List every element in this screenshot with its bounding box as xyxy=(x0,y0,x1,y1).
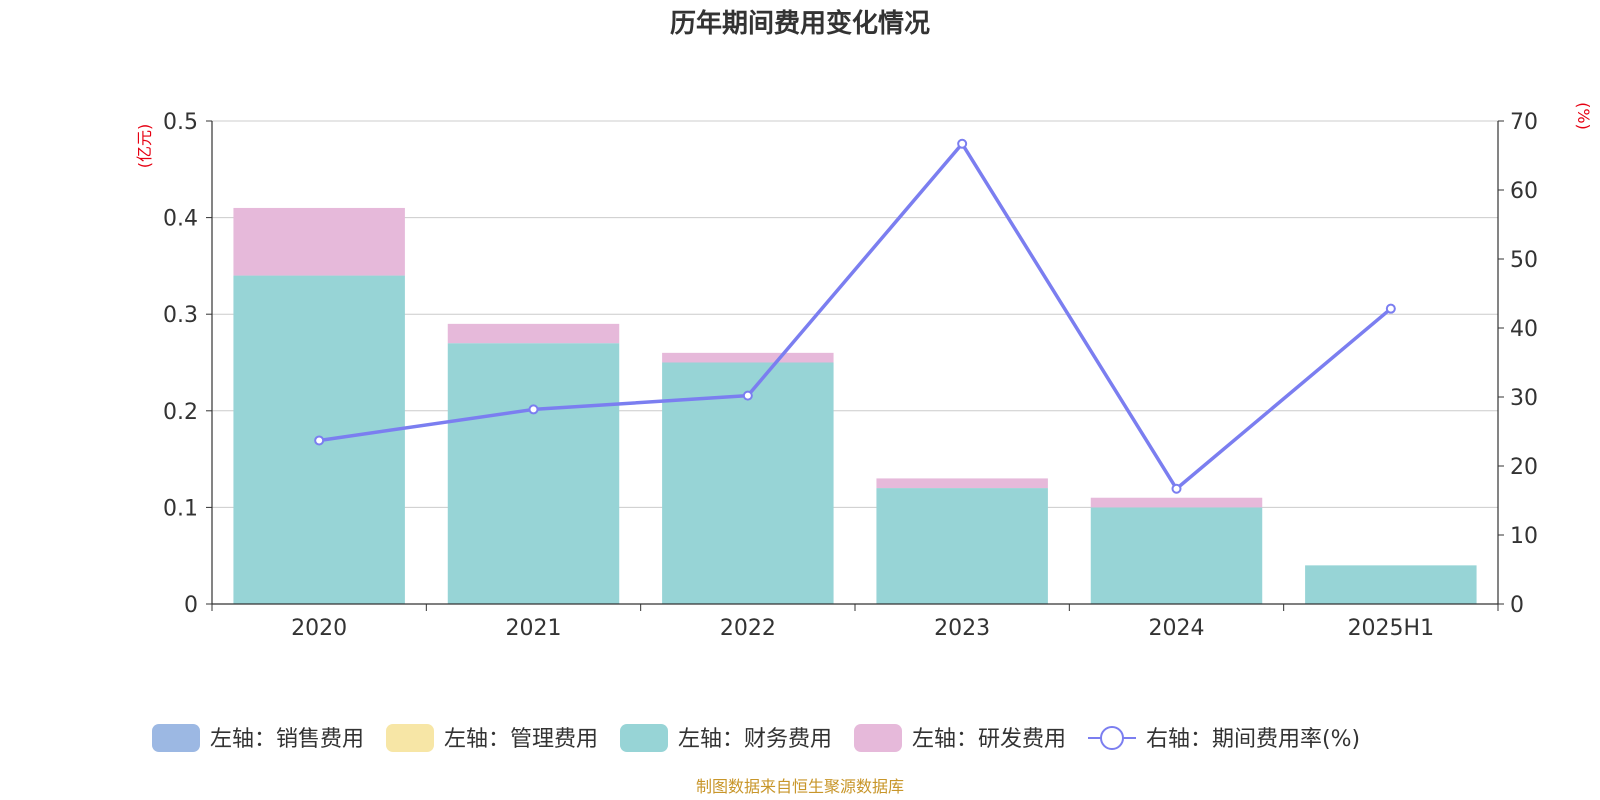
bar-左轴：财务费用 xyxy=(1090,507,1263,604)
legend-label: 左轴：销售费用 xyxy=(210,727,364,752)
legend-label: 左轴：财务费用 xyxy=(678,727,832,752)
bar-左轴：研发费用 xyxy=(1090,497,1263,508)
left-tick-label: 0.5 xyxy=(163,110,198,135)
legend-label: 左轴：管理费用 xyxy=(444,727,598,752)
left-tick-label: 0 xyxy=(184,593,198,618)
source-note: 制图数据来自恒生聚源数据库 xyxy=(696,777,904,796)
right-tick-label: 60 xyxy=(1510,179,1538,204)
legend-swatch xyxy=(386,724,434,752)
bar-左轴：研发费用 xyxy=(447,323,620,344)
left-tick-label: 0.1 xyxy=(163,496,198,521)
rate-point xyxy=(314,435,325,446)
legend-item: 左轴：管理费用 xyxy=(386,724,598,752)
x-tick-label: 2020 xyxy=(291,616,347,641)
right-tick-label: 40 xyxy=(1510,317,1538,342)
legend-item: 左轴：财务费用 xyxy=(620,724,832,752)
right-tick-label: 50 xyxy=(1510,248,1538,273)
axes: 0 0.1 0.2 0.3 0.4 0.5 0 10 20 30 40 50 60 70 2020 2021 2… xyxy=(163,110,1538,641)
right-tick-label: 70 xyxy=(1510,110,1538,135)
right-tick-label: 0 xyxy=(1510,593,1524,618)
rate-point xyxy=(957,138,968,149)
legend-item: 左轴：研发费用 xyxy=(854,724,1066,752)
rate-point xyxy=(1385,303,1396,314)
rate-point xyxy=(528,404,539,415)
legend-label: 左轴：研发费用 xyxy=(912,727,1066,752)
x-tick-label: 2023 xyxy=(934,616,990,641)
bar-左轴：研发费用 xyxy=(233,207,405,276)
x-tick-label: 2025H1 xyxy=(1348,616,1435,641)
legend-swatch-marker xyxy=(1100,726,1124,750)
rate-line-path xyxy=(318,142,1392,491)
legend-item: 右轴：期间费用率(%) xyxy=(1088,726,1360,752)
right-tick-label: 10 xyxy=(1510,524,1538,549)
bar-左轴：财务费用 xyxy=(662,362,834,604)
left-axis-unit: (亿元) xyxy=(135,124,154,169)
bar-左轴：财务费用 xyxy=(1305,565,1477,604)
bar-左轴：研发费用 xyxy=(662,352,834,363)
legend-swatch xyxy=(620,724,668,752)
rate-line xyxy=(314,138,1396,494)
right-axis-unit: (%) xyxy=(1574,102,1593,130)
x-tick-label: 2021 xyxy=(506,616,562,641)
bar-左轴：研发费用 xyxy=(876,478,1048,489)
rate-point xyxy=(1171,483,1182,494)
legend-item: 左轴：销售费用 xyxy=(152,724,364,752)
bars xyxy=(233,207,1477,604)
bar-左轴：财务费用 xyxy=(876,488,1048,604)
x-tick-label: 2024 xyxy=(1149,616,1205,641)
right-tick-label: 20 xyxy=(1510,455,1538,480)
legend: 左轴：销售费用 左轴：管理费用 左轴：财务费用 左轴：研发费用 右轴：期间费用率(%) xyxy=(152,724,1360,752)
bar-左轴：财务费用 xyxy=(447,343,620,604)
left-tick-label: 0.2 xyxy=(163,400,198,425)
legend-swatch xyxy=(152,724,200,752)
chart-title: 历年期间费用变化情况 xyxy=(670,8,930,39)
legend-swatch xyxy=(854,724,902,752)
grid-lines xyxy=(212,120,1498,508)
rate-point xyxy=(742,390,753,401)
legend-label: 右轴：期间费用率(%) xyxy=(1146,727,1360,752)
x-tick-label: 2022 xyxy=(720,616,776,641)
right-tick-label: 30 xyxy=(1510,386,1538,411)
left-tick-label: 0.4 xyxy=(163,207,198,232)
left-tick-label: 0.3 xyxy=(163,303,198,328)
